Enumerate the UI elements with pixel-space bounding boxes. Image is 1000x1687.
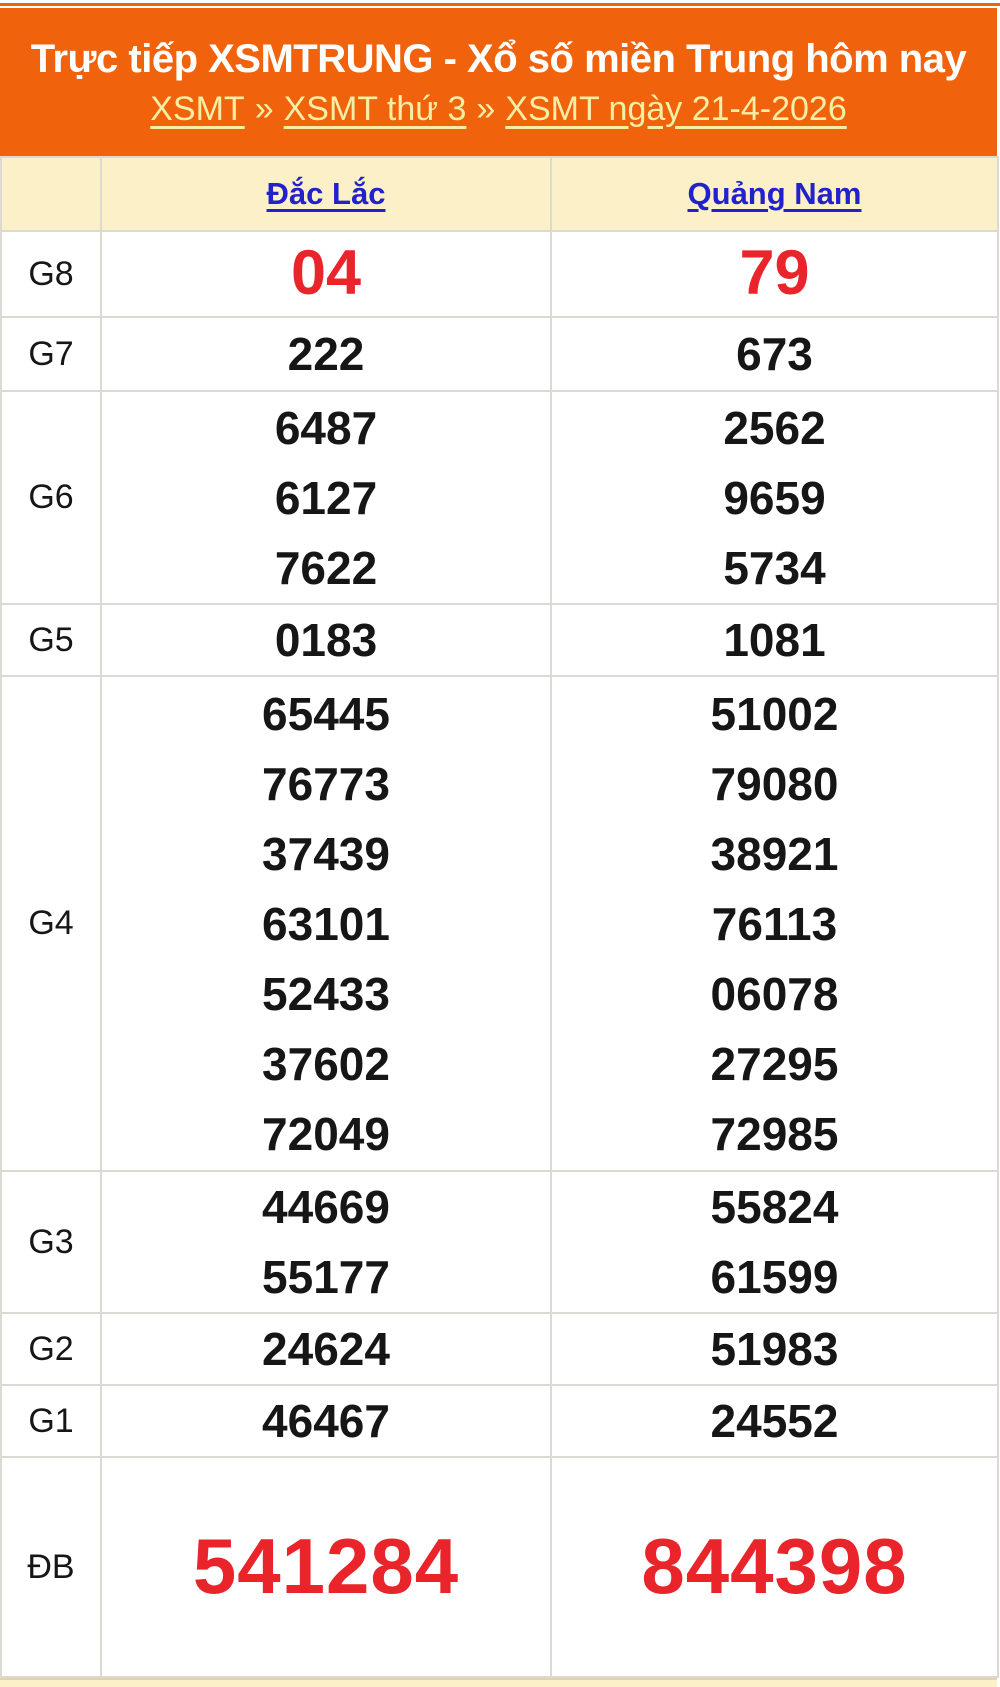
table-row: ĐB 541284 844398 [0,1456,999,1678]
prize-cell: 51002 79080 38921 76113 06078 27295 72985 [550,675,999,1172]
prize-number: 04 [290,238,362,309]
prize-number: 6127 [274,471,378,524]
prize-number: 27295 [710,1037,839,1090]
breadcrumb-link[interactable]: XSMT thứ 3 [283,89,467,128]
prize-cell: 222 [100,316,552,392]
top-accent-line [0,0,1000,8]
header-row: Đắc Lắc Quảng Nam [0,156,999,232]
prize-number: 76113 [711,897,838,950]
prize-number: 72985 [710,1107,839,1160]
prize-number: 63101 [262,897,390,950]
prize-label: G6 [0,390,102,605]
prize-cell: 55824 61599 [550,1170,999,1314]
prize-cell: 46467 [100,1384,552,1458]
prize-cell: 04 [100,230,552,318]
column-header-link[interactable]: Quảng Nam [687,176,862,211]
prize-number: 38921 [710,827,839,880]
prize-label: G1 [0,1384,102,1458]
prize-number: 541284 [192,1522,460,1611]
prize-number: 222 [287,328,365,380]
results-table: Đắc Lắc Quảng Nam G8 04 79 G7 222 673 G6 6487 612… [0,156,999,1678]
footer-strip [0,1678,997,1687]
prize-cell: 1081 [550,603,999,677]
prize-number: 06078 [710,967,839,1020]
table-row: G1 46467 24552 [0,1384,999,1458]
prize-cell: 673 [550,316,999,392]
table-row: G7 222 673 [0,316,999,392]
prize-number: 79 [739,238,810,309]
prize-number: 24624 [262,1323,390,1375]
prize-cell: 24552 [550,1384,999,1458]
prize-number: 51002 [710,687,839,740]
page-title: Trực tiếp XSMTRUNG - Xổ số miền Trung hô… [30,36,967,81]
prize-cell: 24624 [100,1312,552,1386]
prize-number: 79080 [710,757,839,810]
prize-number: 844398 [641,1522,908,1611]
prize-cell: 51983 [550,1312,999,1386]
prize-cell: 541284 [100,1456,552,1678]
prize-number: 7622 [274,541,378,594]
breadcrumb-separator: » [254,89,274,128]
prize-number: 55824 [710,1181,839,1233]
prize-number: 37602 [262,1037,390,1090]
prize-number: 2562 [723,401,826,454]
table-body: G8 04 79 G7 222 673 G6 6487 6127 7622 2562 9659 5734… [0,230,999,1678]
prize-cell: 0183 [100,603,552,677]
prize-number: 55177 [262,1251,390,1303]
prize-label: G7 [0,316,102,392]
prize-number: 24552 [710,1395,839,1447]
page-header: Trực tiếp XSMTRUNG - Xổ số miền Trung hô… [0,8,997,156]
prize-number: 51983 [710,1323,839,1375]
prize-cell: 2562 9659 5734 [550,390,999,605]
table-row: G4 65445 76773 37439 63101 52433 37602 72049 510… [0,675,999,1172]
prize-number: 673 [736,328,813,380]
prize-number: 44669 [262,1181,390,1233]
prize-label: G8 [0,230,102,318]
prize-number: 72049 [262,1107,390,1160]
breadcrumb-link[interactable]: XSMT ngày 21-4-2026 [505,89,847,128]
table-row: G3 44669 55177 55824 61599 [0,1170,999,1314]
table-head: Đắc Lắc Quảng Nam [0,156,999,232]
prize-cell: 79 [550,230,999,318]
prize-cell: 44669 55177 [100,1170,552,1314]
prize-number: 46467 [262,1395,390,1447]
breadcrumb-separator: » [476,89,496,128]
corner-cell [0,156,102,232]
prize-number: 65445 [262,687,390,740]
prize-cell: 844398 [550,1456,999,1678]
breadcrumb: XSMT» XSMT thứ 3» XSMT ngày 21-4-2026 [150,90,847,129]
column-header-cell: Quảng Nam [550,156,999,232]
prize-number: 61599 [710,1251,839,1303]
prize-label: ĐB [0,1456,102,1678]
prize-number: 9659 [723,471,826,524]
prize-cell: 65445 76773 37439 63101 52433 37602 72049 [100,675,552,1172]
table-row: G2 24624 51983 [0,1312,999,1386]
table-row: G6 6487 6127 7622 2562 9659 5734 [0,390,999,605]
prize-number: 0183 [274,614,378,666]
prize-number: 1081 [723,614,826,666]
table-row: G8 04 79 [0,230,999,318]
prize-number: 6487 [274,401,378,454]
prize-number: 5734 [723,541,826,594]
table-row: G5 0183 1081 [0,603,999,677]
column-header-cell: Đắc Lắc [100,156,552,232]
prize-label: G2 [0,1312,102,1386]
column-header-link[interactable]: Đắc Lắc [266,176,386,211]
prize-label: G4 [0,675,102,1172]
prize-number: 37439 [262,827,390,880]
prize-cell: 6487 6127 7622 [100,390,552,605]
prize-number: 76773 [262,757,390,810]
breadcrumb-link[interactable]: XSMT [150,89,245,128]
prize-number: 52433 [262,967,390,1020]
prize-label: G3 [0,1170,102,1314]
prize-label: G5 [0,603,102,677]
